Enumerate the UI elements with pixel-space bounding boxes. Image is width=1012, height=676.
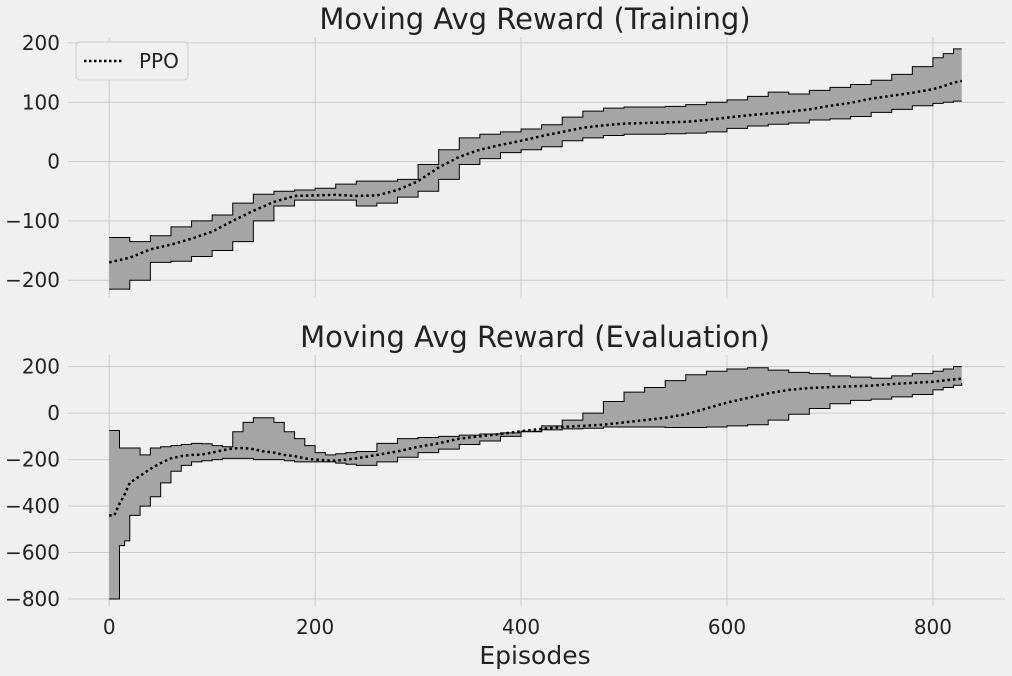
y-tick-label: 200 bbox=[22, 31, 60, 55]
evaluation-chart-title: Moving Avg Reward (Evaluation) bbox=[300, 320, 770, 354]
y-tick-label: 100 bbox=[22, 90, 60, 114]
mean-line-ppo bbox=[109, 377, 962, 517]
legend: PPO bbox=[75, 41, 189, 81]
y-tick-label: −100 bbox=[5, 209, 60, 233]
y-tick-label: −200 bbox=[5, 268, 60, 292]
evaluation-chart: Moving Avg Reward (Evaluation) −800−600−… bbox=[5, 320, 1005, 639]
x-tick-label: 600 bbox=[708, 615, 746, 639]
evaluation-x-tick-labels: 0 200 400 600 800 bbox=[103, 615, 952, 639]
std-band bbox=[109, 48, 962, 290]
x-tick-label: 800 bbox=[914, 615, 952, 639]
evaluation-mean-line bbox=[109, 377, 962, 517]
y-tick-label: −400 bbox=[5, 494, 60, 518]
x-tick-label: 400 bbox=[502, 615, 540, 639]
band-lower-edge bbox=[109, 100, 962, 290]
x-axis-label: Episodes bbox=[479, 641, 590, 670]
y-tick-label: −800 bbox=[5, 587, 60, 611]
training-band bbox=[109, 48, 962, 290]
training-y-tick-labels: −200 −100 0 100 200 bbox=[5, 31, 60, 292]
y-tick-label: −600 bbox=[5, 541, 60, 565]
y-tick-label: 0 bbox=[47, 150, 60, 174]
y-tick-label: 0 bbox=[47, 401, 60, 425]
band-lower-edge bbox=[109, 382, 963, 600]
y-tick-label: 200 bbox=[22, 355, 60, 379]
x-tick-label: 200 bbox=[296, 615, 334, 639]
training-chart: Moving Avg Reward (Training) −200 −100 0 10… bbox=[5, 2, 1005, 298]
x-tick-label: 0 bbox=[103, 615, 116, 639]
legend-entry-ppo: PPO bbox=[139, 49, 179, 73]
evaluation-y-tick-labels: −800 −600 −400 −200 0 200 bbox=[5, 355, 60, 611]
y-tick-label: −200 bbox=[5, 448, 60, 472]
band-upper-edge bbox=[109, 366, 962, 456]
legend-box bbox=[75, 41, 189, 81]
training-chart-title: Moving Avg Reward (Training) bbox=[319, 2, 750, 36]
evaluation-band bbox=[109, 366, 963, 600]
band-upper-edge bbox=[109, 48, 962, 243]
